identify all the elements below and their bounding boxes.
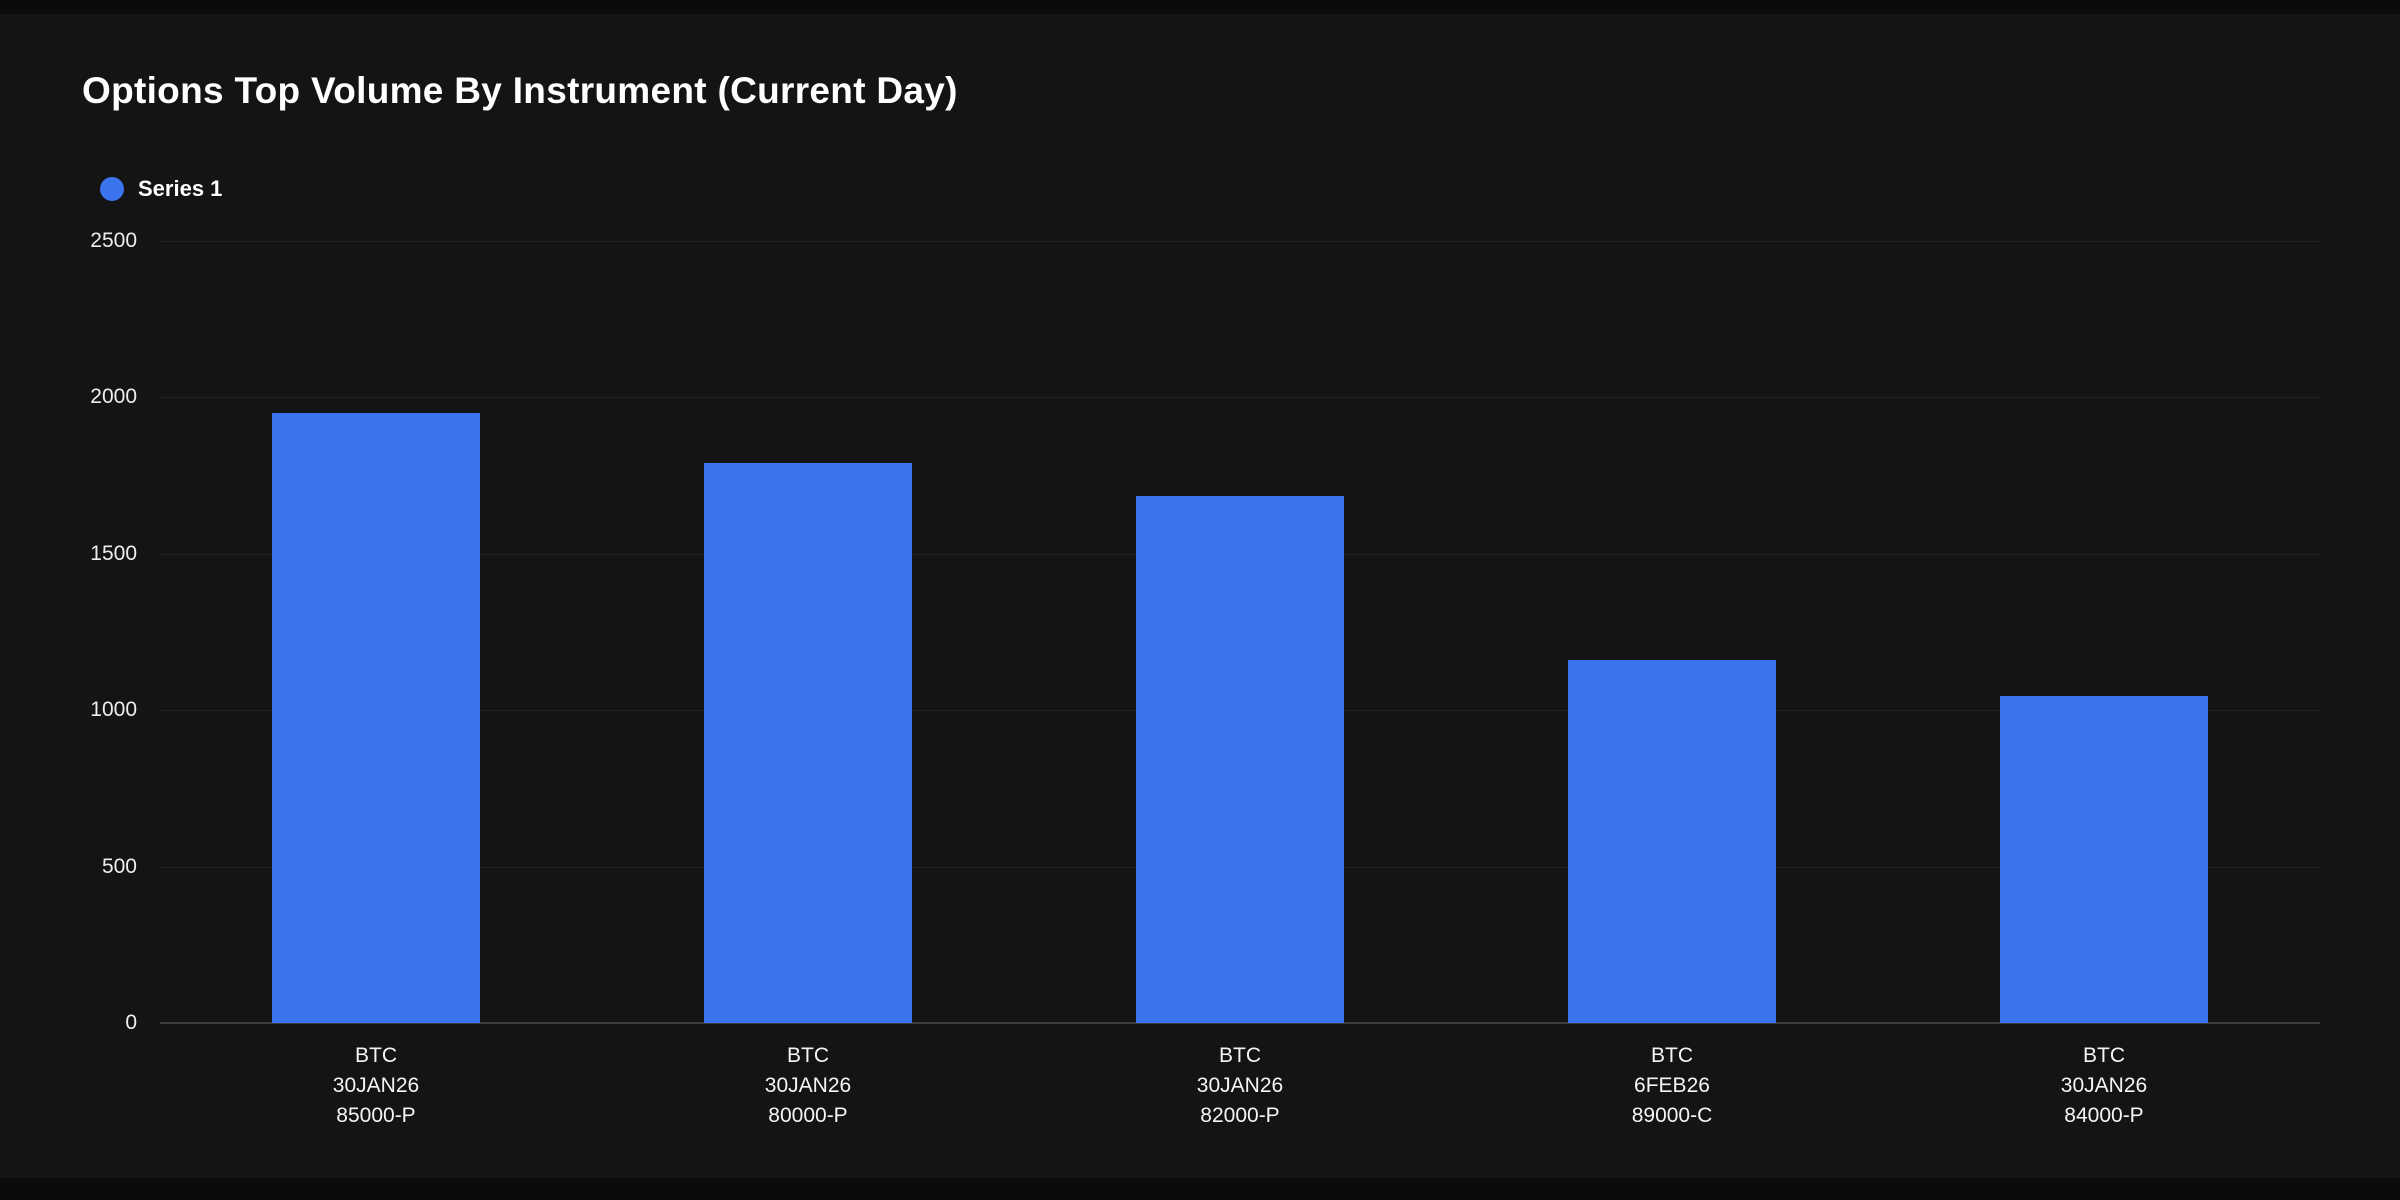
x-axis-label-line: 82000-P — [1200, 1104, 1280, 1127]
x-axis-label-line: BTC — [1219, 1044, 1261, 1067]
legend-series-dot-icon — [100, 177, 124, 201]
y-tick-label: 1500 — [90, 541, 137, 565]
x-axis-label-line: 30JAN26 — [1196, 1074, 1284, 1097]
bar-4[interactable] — [1568, 660, 1776, 1023]
x-axis-label: BTC 30JAN26 80000-P — [592, 1041, 1024, 1131]
x-axis-label: BTC 30JAN26 82000-P — [1024, 1041, 1456, 1131]
x-axis-label: BTC 30JAN26 85000-P — [160, 1041, 592, 1131]
y-tick-label: 0 — [125, 1011, 137, 1034]
x-axis-label-line: BTC — [1651, 1044, 1693, 1067]
y-tick-label: 2500 — [90, 229, 137, 252]
y-tick-label: 2000 — [90, 385, 137, 409]
chart-title: Options Top Volume By Instrument (Curren… — [82, 70, 958, 111]
legend: Series 1 — [100, 176, 222, 202]
y-tick-label: 500 — [101, 854, 137, 878]
bar-2[interactable] — [704, 463, 912, 1023]
gridline — [160, 241, 2320, 242]
gridline — [160, 397, 2320, 399]
x-axis-label-line: 30JAN26 — [2060, 1074, 2148, 1097]
bar-3[interactable] — [1136, 495, 1344, 1023]
bar-5[interactable] — [2000, 696, 2208, 1023]
legend-series-label: Series 1 — [138, 176, 223, 201]
x-axis-label-line: 84000-P — [2064, 1104, 2144, 1127]
x-axis-label-line: 6FEB26 — [1634, 1074, 1710, 1097]
x-axis-label-line: 30JAN26 — [332, 1074, 420, 1097]
x-axis-label: BTC 30JAN26 84000-P — [1888, 1041, 2320, 1131]
x-axis-label: BTC 6FEB26 89000-C — [1456, 1041, 1888, 1131]
y-tick-label: 1000 — [90, 698, 137, 722]
x-axis-label-line: BTC — [787, 1044, 829, 1067]
x-axis-label-line: 80000-P — [768, 1104, 848, 1127]
x-axis-label-line: 30JAN26 — [764, 1074, 852, 1097]
bar-1[interactable] — [272, 413, 480, 1023]
plot-area — [160, 241, 2320, 1024]
x-axis-label-line: BTC — [355, 1044, 397, 1067]
x-axis-label-line: 85000-P — [336, 1104, 416, 1127]
x-axis-line — [160, 1022, 2320, 1024]
x-axis-label-line: 89000-C — [1631, 1104, 1713, 1127]
legend-item[interactable]: Series 1 — [100, 176, 222, 202]
x-axis-label-line: BTC — [2083, 1044, 2125, 1067]
